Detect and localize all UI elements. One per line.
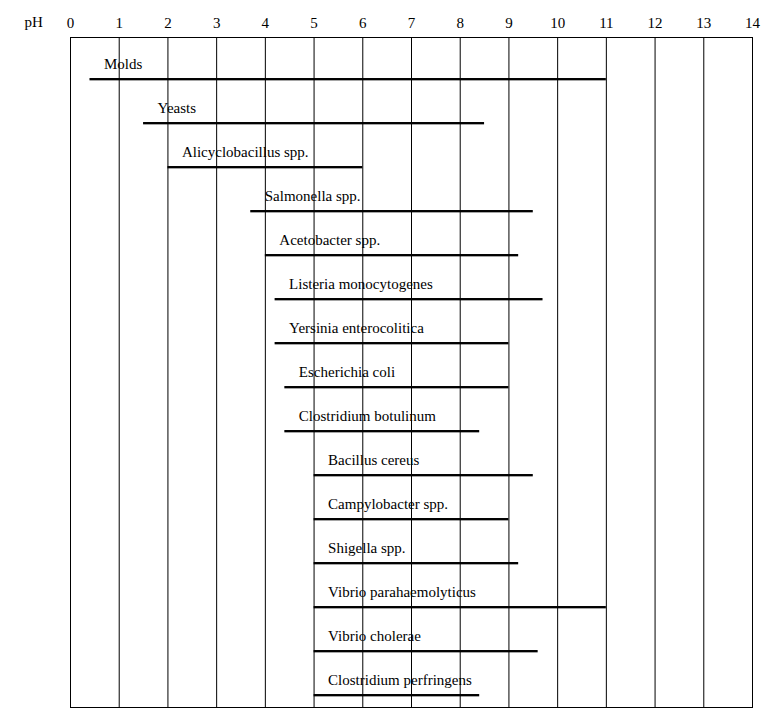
svg-text:pH: pH — [25, 14, 44, 30]
svg-text:Clostridium botulinum: Clostridium botulinum — [299, 408, 436, 424]
svg-text:Yersinia enterocolitica: Yersinia enterocolitica — [289, 320, 424, 336]
svg-text:Listeria monocytogenes: Listeria monocytogenes — [289, 276, 433, 292]
svg-text:Escherichia coli: Escherichia coli — [299, 364, 395, 380]
svg-text:0: 0 — [67, 15, 75, 31]
svg-text:Acetobacter spp.: Acetobacter spp. — [279, 232, 380, 248]
svg-text:1: 1 — [115, 15, 123, 31]
svg-text:8: 8 — [456, 15, 464, 31]
svg-text:Shigella spp.: Shigella spp. — [328, 540, 406, 556]
svg-text:Vibrio parahaemolyticus: Vibrio parahaemolyticus — [328, 584, 476, 600]
svg-text:7: 7 — [408, 15, 416, 31]
svg-text:Campylobacter spp.: Campylobacter spp. — [328, 496, 448, 512]
svg-text:Yeasts: Yeasts — [158, 100, 197, 116]
svg-text:6: 6 — [359, 15, 367, 31]
svg-text:14: 14 — [745, 15, 761, 31]
svg-text:Alicyclobacillus spp.: Alicyclobacillus spp. — [182, 144, 309, 160]
svg-text:Vibrio cholerae: Vibrio cholerae — [328, 628, 421, 644]
svg-text:Bacillus cereus: Bacillus cereus — [328, 452, 419, 468]
svg-text:13: 13 — [696, 15, 711, 31]
svg-text:12: 12 — [648, 15, 663, 31]
svg-text:2: 2 — [164, 15, 172, 31]
svg-text:10: 10 — [550, 15, 565, 31]
svg-text:5: 5 — [310, 15, 318, 31]
svg-text:3: 3 — [213, 15, 221, 31]
svg-text:4: 4 — [262, 15, 270, 31]
svg-text:Molds: Molds — [104, 56, 143, 72]
svg-text:Clostridium perfringens: Clostridium perfringens — [328, 672, 472, 688]
svg-text:11: 11 — [599, 15, 613, 31]
svg-text:Salmonella spp.: Salmonella spp. — [265, 188, 361, 204]
svg-text:9: 9 — [505, 15, 513, 31]
